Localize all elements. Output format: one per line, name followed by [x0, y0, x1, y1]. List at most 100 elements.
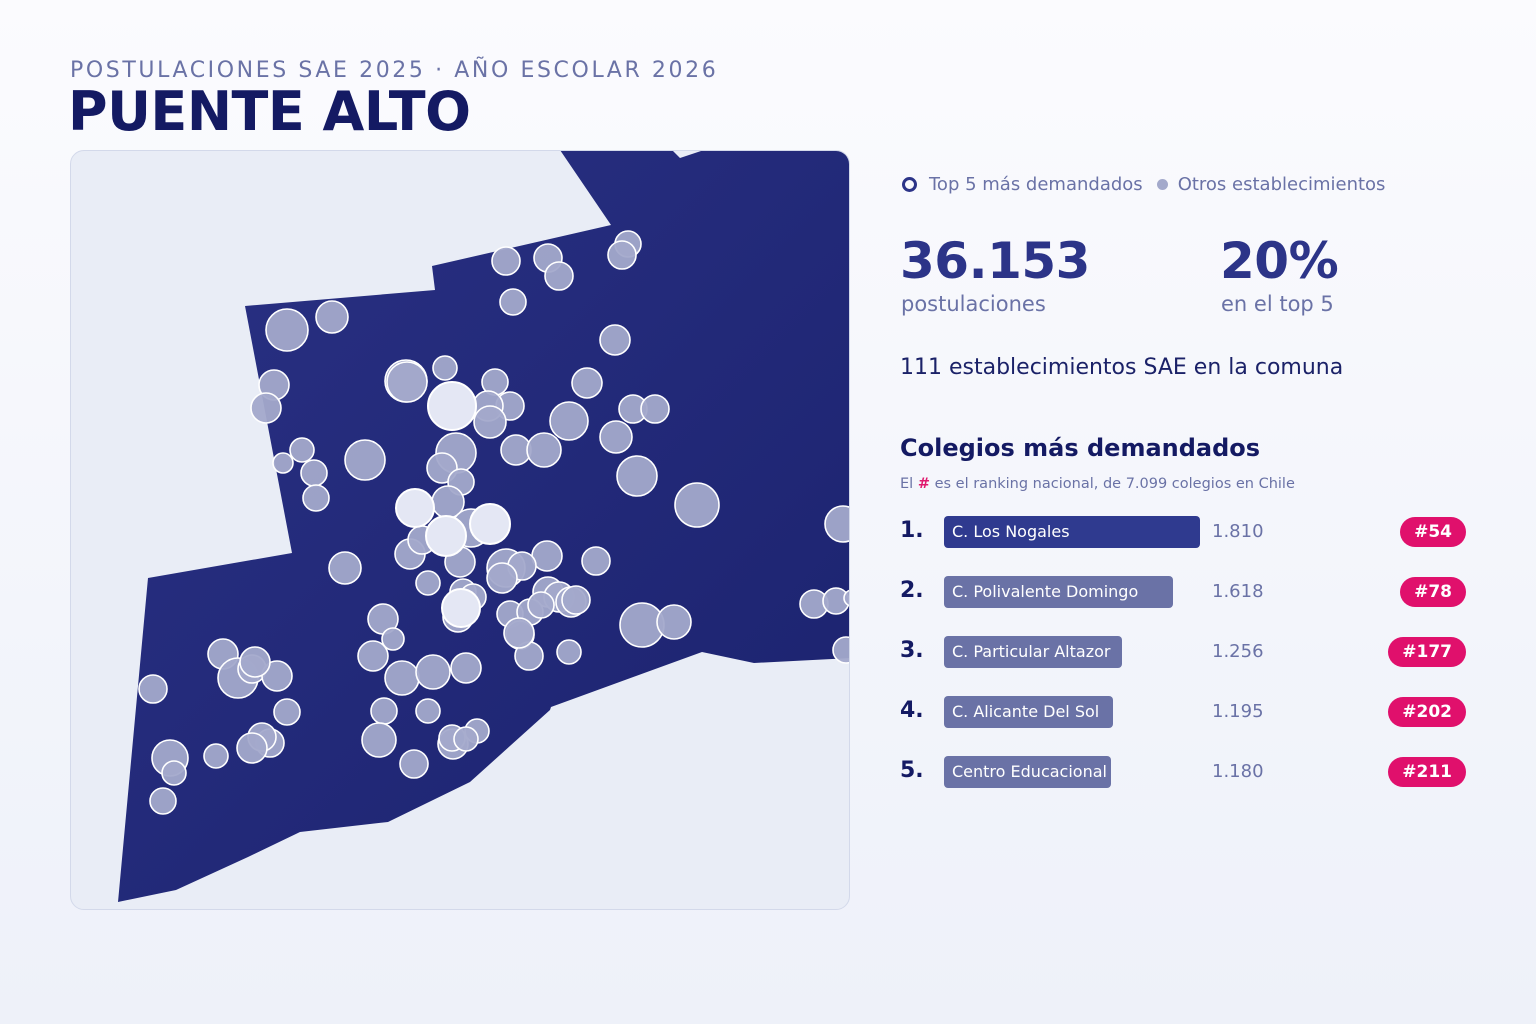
top5-school-marker[interactable]: [469, 503, 511, 545]
school-marker[interactable]: [415, 654, 451, 690]
school-marker[interactable]: [599, 324, 631, 356]
school-marker[interactable]: [138, 674, 168, 704]
school-marker[interactable]: [415, 698, 441, 724]
school-marker[interactable]: [399, 749, 429, 779]
top5-school-marker[interactable]: [441, 588, 481, 628]
school-marker[interactable]: [149, 787, 177, 815]
legend-top5-label: Top 5 más demandados: [929, 174, 1143, 195]
school-marker[interactable]: [544, 261, 574, 291]
school-marker[interactable]: [832, 636, 850, 664]
school-marker[interactable]: [616, 455, 658, 497]
note-suffix: es el ranking nacional, de 7.099 colegio…: [934, 476, 1295, 492]
school-marker[interactable]: [239, 646, 271, 678]
ranking-row[interactable]: 4. C. Alicante Del Sol 1.195 #202: [900, 696, 1466, 728]
school-marker[interactable]: [843, 589, 850, 607]
school-name: C. Particular Altazor: [952, 642, 1111, 661]
school-marker[interactable]: [450, 652, 482, 684]
ranking-row[interactable]: 5. Centro Educacional San 1.180 #211: [900, 756, 1466, 788]
school-marker[interactable]: [453, 726, 479, 752]
school-marker[interactable]: [473, 405, 507, 439]
rank-bar: C. Polivalente Domingo: [944, 576, 1173, 608]
school-marker[interactable]: [265, 308, 309, 352]
school-name: C. Alicante Del Sol: [952, 702, 1100, 721]
others-dot-icon: [1156, 179, 1168, 190]
rank-bar: C. Particular Altazor: [944, 636, 1122, 668]
school-marker[interactable]: [357, 640, 389, 672]
school-name: Centro Educacional San: [952, 762, 1111, 781]
legend-others-label: Otros establecimientos: [1177, 174, 1386, 195]
school-marker[interactable]: [549, 401, 589, 441]
rank-applications: 1.195: [1212, 701, 1264, 722]
school-marker[interactable]: [499, 288, 527, 316]
school-marker[interactable]: [640, 394, 670, 424]
rank-applications: 1.618: [1212, 581, 1264, 602]
map-canvas: [118, 151, 850, 902]
school-marker[interactable]: [328, 551, 362, 585]
top5-school-marker[interactable]: [427, 381, 477, 431]
school-marker[interactable]: [361, 722, 397, 758]
school-marker[interactable]: [556, 639, 582, 665]
school-marker[interactable]: [607, 240, 637, 270]
ranking-row[interactable]: 2. C. Polivalente Domingo 1.618 #78: [900, 576, 1466, 608]
commune-map[interactable]: [70, 150, 850, 910]
schools-summary: 111 establecimientos SAE en la comuna: [900, 355, 1344, 380]
school-marker[interactable]: [236, 732, 268, 764]
school-marker[interactable]: [300, 459, 328, 487]
top5-school-marker[interactable]: [395, 488, 435, 528]
school-marker[interactable]: [526, 432, 562, 468]
school-marker[interactable]: [273, 698, 301, 726]
school-marker[interactable]: [571, 367, 603, 399]
school-marker[interactable]: [674, 482, 720, 528]
school-marker[interactable]: [384, 660, 420, 696]
note-prefix: El: [900, 476, 914, 492]
school-marker[interactable]: [824, 505, 850, 543]
national-rank-badge: #202: [1388, 697, 1466, 727]
rank-number: 1.: [900, 518, 924, 543]
school-marker[interactable]: [503, 617, 535, 649]
school-marker[interactable]: [599, 420, 633, 454]
school-marker[interactable]: [381, 627, 405, 651]
school-marker[interactable]: [161, 760, 187, 786]
rank-bar: Centro Educacional San: [944, 756, 1111, 788]
top5-ring-icon: [902, 177, 917, 192]
top5-share-label: en el top 5: [1221, 292, 1334, 316]
top5-school-marker[interactable]: [425, 515, 467, 557]
top5-share-value: 20%: [1220, 232, 1339, 290]
school-marker[interactable]: [486, 562, 518, 594]
school-marker[interactable]: [581, 546, 611, 576]
rank-applications: 1.810: [1212, 521, 1264, 542]
national-rank-badge: #211: [1388, 757, 1466, 787]
school-markers: [138, 230, 850, 815]
rank-number: 2.: [900, 578, 924, 603]
school-marker[interactable]: [656, 604, 692, 640]
school-marker[interactable]: [527, 591, 555, 619]
national-rank-badge: #54: [1400, 517, 1466, 547]
school-marker[interactable]: [432, 355, 458, 381]
school-marker[interactable]: [289, 437, 315, 463]
rank-number: 3.: [900, 638, 924, 663]
school-marker[interactable]: [203, 743, 229, 769]
school-marker[interactable]: [302, 484, 330, 512]
rank-bar: C. Los Nogales: [944, 516, 1200, 548]
national-rank-badge: #177: [1388, 637, 1466, 667]
school-marker[interactable]: [315, 300, 349, 334]
rank-applications: 1.256: [1212, 641, 1264, 662]
page-title: PUENTE ALTO: [68, 80, 471, 143]
school-marker[interactable]: [250, 392, 282, 424]
school-marker[interactable]: [386, 361, 428, 403]
school-name: C. Polivalente Domingo: [952, 582, 1139, 601]
school-marker[interactable]: [370, 697, 398, 725]
school-marker[interactable]: [561, 585, 591, 615]
map-legend: Top 5 más demandados Otros establecimien…: [902, 174, 1385, 195]
rank-number: 4.: [900, 698, 924, 723]
school-marker[interactable]: [491, 246, 521, 276]
page-kicker: POSTULACIONES SAE 2025 · AÑO ESCOLAR 202…: [70, 58, 719, 83]
school-marker[interactable]: [272, 452, 294, 474]
school-marker[interactable]: [344, 439, 386, 481]
rank-number: 5.: [900, 758, 924, 783]
ranking-row[interactable]: 1. C. Los Nogales 1.810 #54: [900, 516, 1466, 548]
school-marker[interactable]: [822, 587, 849, 615]
applications-value: 36.153: [900, 232, 1090, 290]
ranking-row[interactable]: 3. C. Particular Altazor 1.256 #177: [900, 636, 1466, 668]
school-marker[interactable]: [415, 570, 441, 596]
